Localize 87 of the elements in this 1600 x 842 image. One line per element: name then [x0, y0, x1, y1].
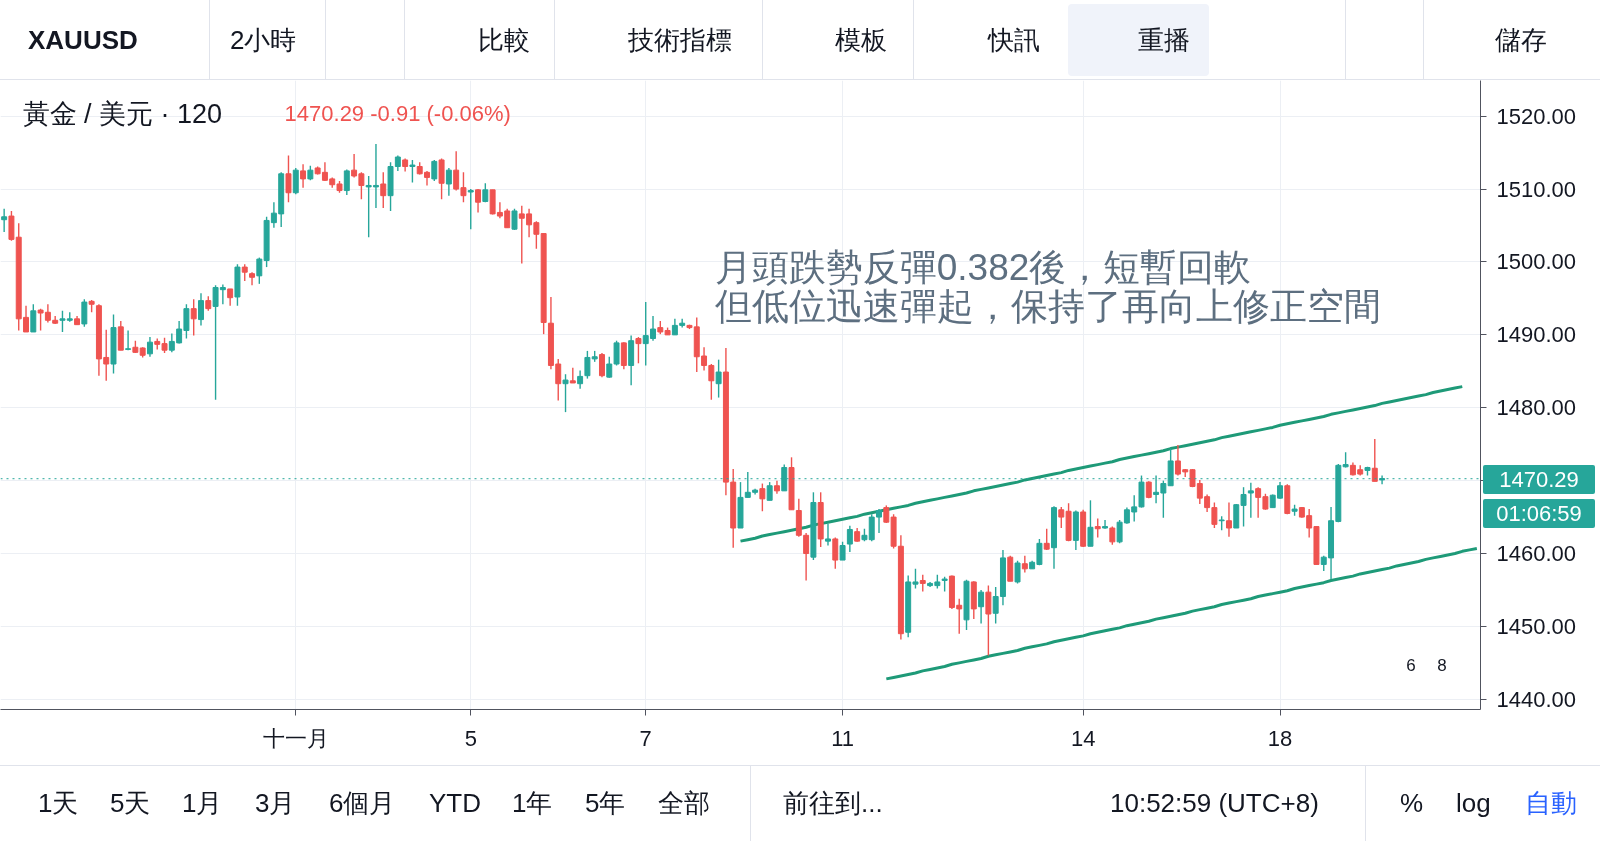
annotation: 但低位迅速彈起，保持了再向上修正空間: [714, 285, 1381, 327]
candlestick: [190, 298, 197, 337]
candlestick: [438, 157, 445, 200]
text: log: [1456, 787, 1491, 820]
text: 黃金 / 美元 · 120: [22, 98, 223, 129]
text: 快訊: [988, 24, 1040, 57]
candlestick: [380, 171, 387, 209]
text: 2小時: [230, 24, 297, 57]
candlestick: [715, 358, 722, 399]
text: 10:52:59 (UTC+8): [1110, 787, 1319, 820]
y-tick-label: 1490.00: [1496, 322, 1577, 348]
annotation: 6: [1406, 656, 1416, 676]
x-tick-label: 14: [1070, 725, 1096, 751]
text: %: [1400, 787, 1424, 820]
line-series: [739, 385, 1464, 543]
text: YTD: [429, 787, 481, 820]
x-tick-label: 18: [1267, 725, 1293, 751]
y-tick-label: 1460.00: [1496, 541, 1577, 567]
text: 1天: [38, 787, 79, 820]
candlestick: [577, 369, 584, 390]
candlestick: [978, 589, 985, 625]
ref-line-label: 1470.29: [1483, 465, 1595, 494]
candlestick: [117, 320, 124, 351]
candlestick: [81, 298, 88, 328]
text: 5年: [585, 787, 626, 820]
annotation: 月頭跌勢反彈0.382後，短暫回軟: [714, 246, 1252, 288]
candlestick: [198, 292, 204, 327]
text: 重播: [1138, 24, 1190, 57]
x-tick-label: 11: [831, 725, 854, 751]
candlestick: [1225, 501, 1232, 538]
candlestick: [1102, 519, 1109, 530]
candlestick: [562, 373, 569, 413]
text: 1470.29 -0.91 (-0.06%): [284, 101, 511, 126]
text: 模板: [835, 24, 887, 57]
candlestick: [1, 208, 8, 233]
candlestick: [635, 336, 642, 364]
candlestick: [620, 341, 627, 370]
candlestick: [146, 336, 153, 358]
candlestick: [569, 366, 576, 384]
line-series: [884, 546, 1479, 681]
candlestick: [30, 303, 37, 333]
candlestick: [1043, 528, 1050, 551]
candlestick: [832, 536, 839, 570]
text: 1年: [512, 787, 553, 820]
text: 比較: [478, 24, 530, 57]
y-tick-label: 1520.00: [1496, 103, 1577, 129]
candlestick: [766, 481, 773, 502]
y-tick-label: 1450.00: [1496, 613, 1577, 639]
candlestick: [985, 584, 992, 657]
candlestick: [759, 482, 766, 512]
candlestick: [1247, 482, 1254, 519]
text: 5天: [110, 787, 151, 820]
candlestick: [599, 352, 605, 378]
x-tick-label: 7: [639, 725, 652, 751]
candlestick: [475, 188, 482, 214]
candlestick: [292, 167, 299, 195]
candlestick: [825, 522, 831, 547]
candlestick: [846, 525, 853, 553]
text: 01:06:59: [1483, 499, 1595, 528]
text: 1月: [182, 787, 223, 820]
x-tick-label: 5: [464, 725, 477, 751]
text: 前往到...: [783, 787, 883, 820]
candlestick: [839, 541, 846, 561]
text: XAUUSD: [28, 24, 138, 57]
candlestick: [1094, 517, 1101, 539]
candlestick: [300, 163, 307, 189]
candlestick: [343, 168, 350, 196]
candlestick: [467, 188, 474, 230]
text: 技術指標: [628, 24, 732, 57]
candlestick: [431, 159, 438, 182]
text: 自動: [1525, 787, 1577, 820]
candlestick: [511, 208, 518, 231]
candlestick: [409, 159, 416, 184]
annotation: 8: [1437, 656, 1447, 676]
candlestick: [285, 154, 292, 203]
text: 3月: [255, 787, 296, 820]
candlestick: [1087, 499, 1094, 547]
candlestick: [1371, 438, 1378, 483]
y-tick-label: 1500.00: [1496, 249, 1577, 275]
y-tick-label: 1480.00: [1496, 395, 1577, 421]
candlestick: [445, 167, 452, 197]
y-tick-label: 1440.00: [1496, 686, 1577, 712]
x-tick-label: 十一月: [262, 725, 329, 751]
text: 6個月: [329, 787, 396, 820]
text: 全部: [658, 787, 710, 820]
text: 儲存: [1495, 24, 1547, 57]
y-tick-label: 1510.00: [1496, 176, 1577, 202]
